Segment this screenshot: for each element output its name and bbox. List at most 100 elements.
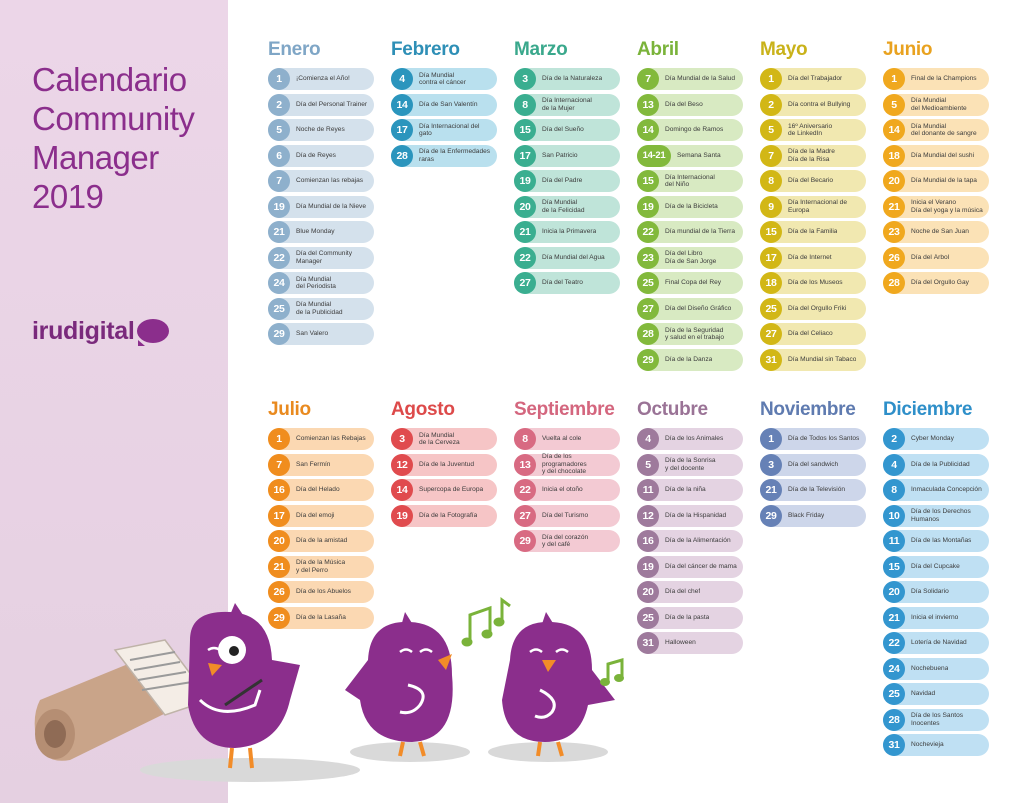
day-number: 9 <box>760 195 782 218</box>
event-item: 29 Día de la Lasaña <box>268 606 374 629</box>
event-item: 2 Cyber Monday <box>883 428 989 450</box>
event-text: Día Mundial de la tapa <box>911 177 977 185</box>
event-text: Día Mundial de la Cerveza <box>419 431 460 446</box>
event-item: 4 Día de los Animales <box>637 428 743 450</box>
month-name: Abril <box>637 39 679 60</box>
day-number: 31 <box>760 348 782 371</box>
day-number: 19 <box>514 170 536 192</box>
event-item: 27 Día del Celiaco <box>760 323 866 345</box>
event-item: 28 Día de la Enfermedades raras <box>391 144 497 167</box>
event-item: 8 Día del Becario <box>760 170 866 192</box>
month-name: Octubre <box>637 399 708 420</box>
day-number: 24 <box>883 657 905 680</box>
title-line: Manager <box>32 139 159 176</box>
event-item: 17 Día del emoji <box>268 504 374 527</box>
event-text: Día de Reyes <box>296 151 336 159</box>
day-number: 20 <box>637 581 659 603</box>
event-item: 15 Día Internacional del Niño <box>637 170 743 192</box>
day-number: 4 <box>637 428 659 450</box>
day-number: 31 <box>883 734 905 756</box>
day-number: 11 <box>883 530 905 552</box>
day-number: 2 <box>883 428 905 450</box>
day-number: 21 <box>268 555 290 578</box>
event-text: Inicia el otoño <box>542 486 583 494</box>
day-number: 5 <box>637 453 659 476</box>
event-text: Día de la Alimentación <box>665 537 731 545</box>
month-10: Noviembre 1 Día de Todos los Santos 3 Día de… <box>760 398 866 530</box>
event-text: Día de la Familia <box>788 228 838 236</box>
event-text: Día Mundial del donante de sangre <box>911 122 977 137</box>
event-item: 9 Día Internacional de Europa <box>760 195 866 218</box>
event-text: Día del Cupcake <box>911 562 960 570</box>
day-number: 1 <box>760 428 782 450</box>
event-text: Día de la Bicicleta <box>665 202 718 210</box>
event-item: 23 Noche de San Juan <box>883 221 989 243</box>
event-item: 21 Inicia la Primavera <box>514 221 620 243</box>
day-number: 8 <box>883 479 905 501</box>
day-number: 14 <box>391 479 413 501</box>
event-text: Nochebuena <box>911 664 949 672</box>
month-1: Febrero 4 Día Mundial contra el cáncer 14 Dí… <box>391 38 497 170</box>
month-name: Febrero <box>391 39 460 60</box>
event-item: 28 Día del Orgullo Gay <box>883 272 989 294</box>
day-number: 5 <box>268 119 290 141</box>
day-number: 25 <box>883 683 905 705</box>
event-text: Final Copa del Rey <box>665 279 722 287</box>
event-text: Día del Community Manager <box>296 250 353 265</box>
event-item: 13 Día del Beso <box>637 93 743 116</box>
day-number: 14 <box>883 119 905 141</box>
day-number: 8 <box>514 93 536 116</box>
month-8: Septiembre 8 Vuelta al cole 13 Día de los pr… <box>514 398 620 556</box>
event-text: Día Mundial de la Publicidad <box>296 301 343 316</box>
event-list: 4 Día Mundial contra el cáncer 14 Día de Sa… <box>391 68 497 167</box>
day-number: 4 <box>883 453 905 476</box>
event-item: 15 Día del Sueño <box>514 119 620 141</box>
event-text: Día mundial de la Tierra <box>665 228 736 236</box>
bird-icon <box>345 612 453 757</box>
day-number: 20 <box>883 170 905 192</box>
day-number: 3 <box>760 453 782 476</box>
event-item: 19 Día de la Bicicleta <box>637 195 743 218</box>
event-item: 5 Día de la Sonrisa y del docente <box>637 453 743 476</box>
event-text: ¡Comienza el Año! <box>296 75 350 83</box>
event-item: 20 Día de la amistad <box>268 530 374 552</box>
event-item: 16 Día del Helado <box>268 479 374 501</box>
event-list: 1 ¡Comienza el Año! 2 Día del Personal Trai… <box>268 68 374 345</box>
day-number: 17 <box>760 246 782 269</box>
event-text: Blue Monday <box>296 228 335 236</box>
event-list: 1 Día del Trabajador 2 Día contra el Bullyi… <box>760 68 866 371</box>
event-text: Día del corazón y del café <box>542 533 589 548</box>
event-text: Día de Internet <box>788 253 832 261</box>
event-item: 18 Día Mundial del sushi <box>883 144 989 167</box>
event-text: Semana Santa <box>677 151 721 159</box>
month-6: Julio 1 Comienzan las Rebajas 7 San Fermín 16… <box>268 398 374 632</box>
event-text: Black Friday <box>788 511 825 519</box>
day-number: 19 <box>268 195 290 218</box>
event-item: 27 Día del Diseño Gráfico <box>637 297 743 320</box>
event-text: Día del Helado <box>296 486 340 494</box>
day-number: 28 <box>883 272 905 294</box>
day-number: 18 <box>760 272 782 294</box>
event-item: 1 Comienzan las Rebajas <box>268 428 374 450</box>
event-text: Día de la Danza <box>665 355 713 363</box>
event-text: Día de la Enfermedades raras <box>419 148 491 163</box>
event-item: 22 Día mundial de la Tierra <box>637 221 743 243</box>
month-name: Mayo <box>760 39 808 60</box>
day-number: 8 <box>514 428 536 450</box>
month-name: Enero <box>268 39 321 60</box>
day-number: 16 <box>268 479 290 501</box>
event-item: 27 Día del Turismo <box>514 504 620 527</box>
event-item: 4 Día de la Publicidad <box>883 453 989 476</box>
event-item: 23 Día del Libro Día de San Jorge <box>637 246 743 269</box>
bird-icon <box>502 612 615 757</box>
event-text: Día de Todos los Santos <box>788 435 860 443</box>
event-text: Inicia la Primavera <box>542 228 597 236</box>
event-item: 29 Día de la Danza <box>637 348 743 371</box>
event-list: 8 Vuelta al cole 13 Día de los programadore… <box>514 428 620 552</box>
event-text: Día de los programadores y del chocolate <box>542 453 587 476</box>
event-item: 8 Vuelta al cole <box>514 428 620 450</box>
event-text: Día Mundial del Medioambiente <box>911 97 967 112</box>
event-item: 21 Inicia el invierno <box>883 606 989 629</box>
event-text: Comienzan las Rebajas <box>296 435 366 443</box>
event-item: 7 San Fermín <box>268 453 374 476</box>
